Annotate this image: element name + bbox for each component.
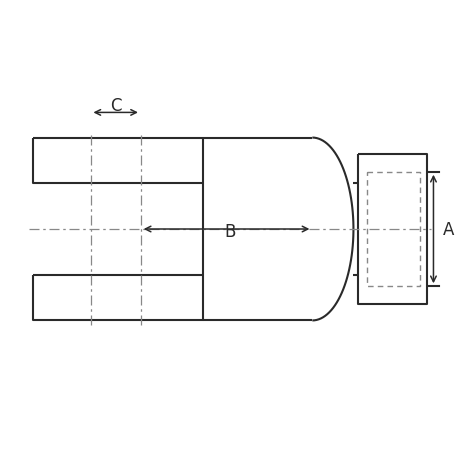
- Text: A: A: [442, 220, 453, 239]
- Text: C: C: [110, 97, 121, 115]
- Text: B: B: [224, 223, 235, 241]
